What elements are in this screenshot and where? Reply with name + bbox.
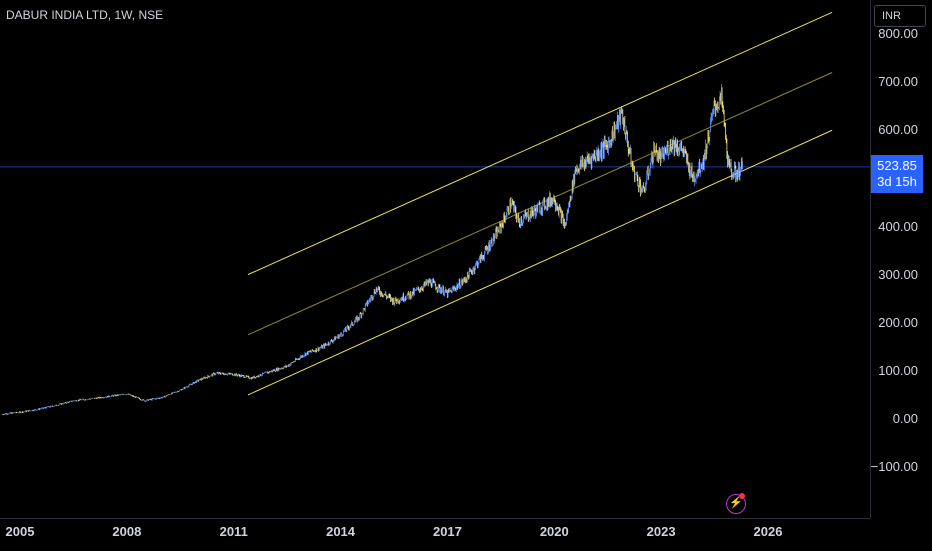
candlestick-series [1,84,744,416]
lightning-bolt-icon[interactable]: ⚡ [726,494,746,514]
time-tick-label: 2026 [753,524,783,539]
price-axis[interactable] [870,0,932,518]
price-tick-label: 800.00 [878,26,918,41]
time-tick-label: 2008 [112,524,142,539]
bar-countdown: 3d 15h [877,174,917,189]
time-tick-label: 2023 [646,524,676,539]
price-chart[interactable] [0,0,870,518]
time-tick-label: 2011 [219,524,248,539]
channel-lower-line[interactable] [247,129,833,396]
currency-button[interactable]: INR [874,5,926,27]
price-tick-label: 400.00 [878,218,918,234]
time-tick-label: 2017 [432,524,462,539]
time-axis[interactable] [0,518,870,551]
price-tick-label: 0.00 [892,411,918,426]
time-tick-label: 2020 [539,524,569,539]
time-tick-label: 2014 [326,524,356,539]
last-price-badge: 523.85 3d 15h [871,155,923,193]
price-tick-label: 200.00 [878,314,918,330]
notification-dot-icon [739,493,745,499]
price-tick-label: 700.00 [878,74,918,90]
price-tick-label: 300.00 [878,266,918,282]
price-tick-label: 100.00 [878,362,918,378]
price-tick-label: −100.00 [870,459,918,475]
symbol-title[interactable]: DABUR INDIA LTD, 1W, NSE [6,8,164,22]
time-tick-label: 2005 [5,524,35,539]
channel-upper-line[interactable] [247,11,833,276]
last-price-value: 523.85 [877,158,917,173]
price-tick-label: 600.00 [878,122,918,138]
